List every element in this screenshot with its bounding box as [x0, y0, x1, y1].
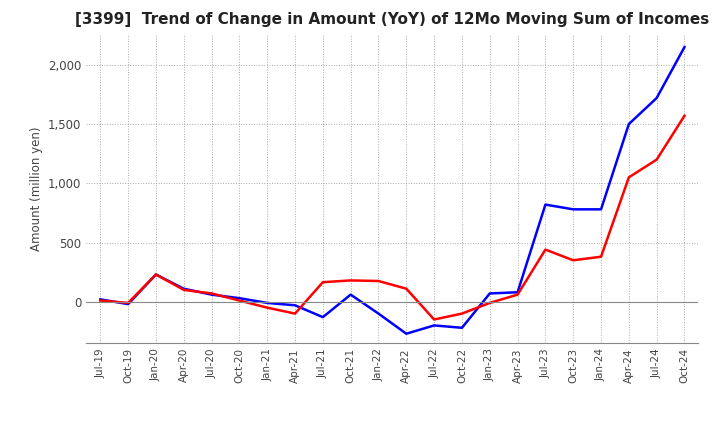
Net Income	[652, 157, 661, 162]
Net Income	[680, 113, 689, 118]
Ordinary Income	[624, 121, 633, 127]
Ordinary Income	[235, 296, 243, 301]
Net Income	[624, 175, 633, 180]
Ordinary Income	[96, 297, 104, 302]
Y-axis label: Amount (million yen): Amount (million yen)	[30, 127, 42, 251]
Ordinary Income	[207, 292, 216, 297]
Net Income	[207, 291, 216, 296]
Title: [3399]  Trend of Change in Amount (YoY) of 12Mo Moving Sum of Incomes: [3399] Trend of Change in Amount (YoY) o…	[76, 12, 709, 27]
Ordinary Income	[179, 286, 188, 291]
Ordinary Income	[485, 291, 494, 296]
Line: Ordinary Income: Ordinary Income	[100, 47, 685, 334]
Net Income	[96, 298, 104, 303]
Line: Net Income: Net Income	[100, 116, 685, 319]
Ordinary Income	[346, 292, 355, 297]
Ordinary Income	[430, 323, 438, 328]
Net Income	[124, 300, 132, 305]
Ordinary Income	[374, 311, 383, 316]
Net Income	[458, 311, 467, 316]
Ordinary Income	[458, 325, 467, 330]
Net Income	[152, 272, 161, 277]
Net Income	[346, 278, 355, 283]
Net Income	[374, 279, 383, 284]
Net Income	[179, 287, 188, 293]
Net Income	[318, 279, 327, 285]
Ordinary Income	[541, 202, 550, 207]
Net Income	[402, 286, 410, 291]
Ordinary Income	[124, 301, 132, 307]
Net Income	[541, 247, 550, 252]
Net Income	[569, 258, 577, 263]
Net Income	[291, 311, 300, 316]
Ordinary Income	[513, 290, 522, 295]
Net Income	[513, 292, 522, 297]
Ordinary Income	[402, 331, 410, 336]
Ordinary Income	[291, 303, 300, 308]
Ordinary Income	[652, 95, 661, 101]
Ordinary Income	[318, 315, 327, 320]
Net Income	[597, 254, 606, 259]
Net Income	[263, 305, 271, 310]
Net Income	[430, 317, 438, 322]
Net Income	[485, 300, 494, 305]
Ordinary Income	[569, 207, 577, 212]
Ordinary Income	[680, 44, 689, 50]
Ordinary Income	[597, 207, 606, 212]
Ordinary Income	[152, 272, 161, 277]
Ordinary Income	[263, 300, 271, 305]
Net Income	[235, 298, 243, 303]
